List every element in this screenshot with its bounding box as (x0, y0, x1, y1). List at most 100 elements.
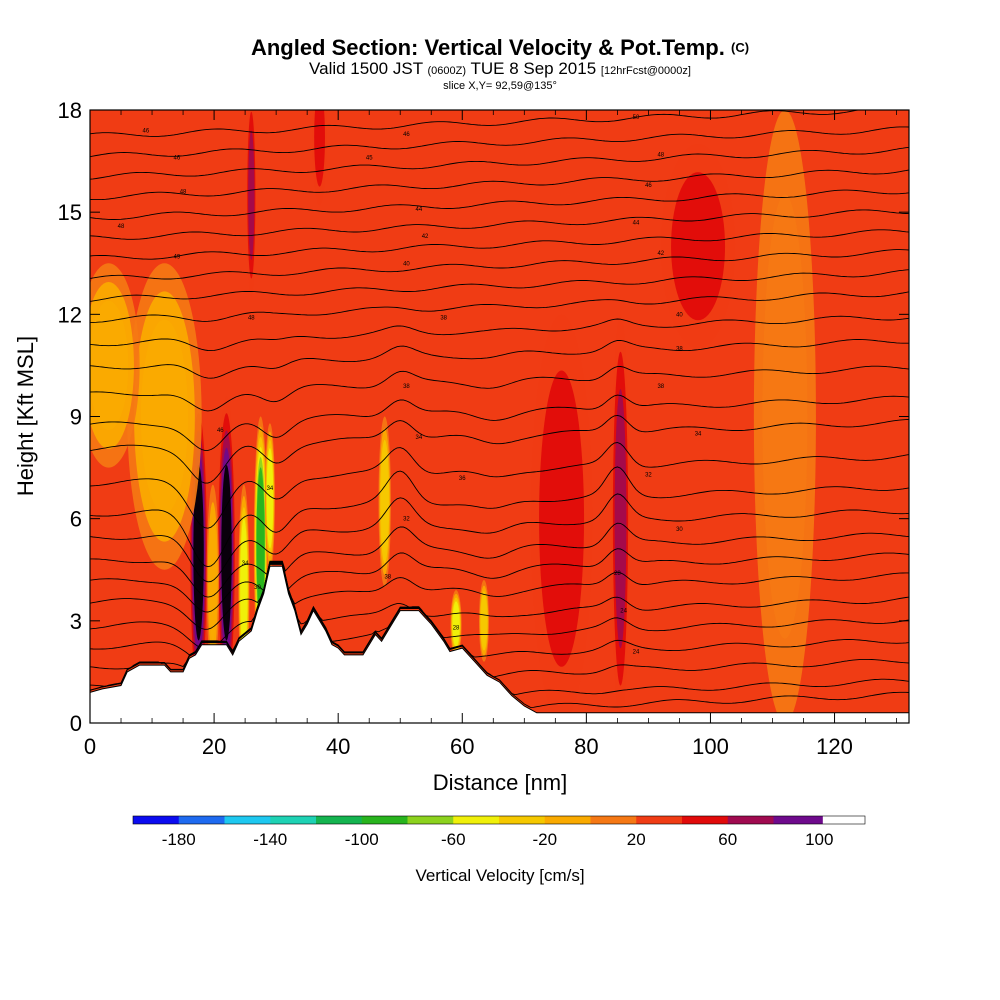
colorbar-swatch-1 (178, 816, 229, 824)
valid-utc: (0600Z) (427, 65, 467, 77)
isentrope-label-26: 42 (657, 251, 664, 257)
x-tick-label-5: 100 (692, 734, 729, 759)
chart-title-line: Angled Section: Vertical Velocity & Pot.… (0, 36, 1000, 60)
y-tick-label-0: 0 (70, 711, 82, 736)
velocity-contour-4-4 (240, 529, 247, 644)
colorbar-tick-label-6: 60 (718, 830, 737, 849)
velocity-contour-0-4 (193, 464, 204, 641)
isentrope-label-17: 45 (366, 156, 373, 162)
colorbar-swatch-5 (361, 816, 412, 824)
slice-info: slice X,Y= 92,59@135° (443, 80, 557, 92)
isentrope-line-19 (90, 249, 909, 280)
isentrope-label-6: 46 (217, 428, 224, 434)
isentrope-label-2: 48 (180, 190, 187, 196)
colorbar-swatch-8 (499, 816, 549, 824)
colorbar-tick-label-3: -60 (441, 830, 466, 849)
isentrope-label-29: 38 (657, 384, 664, 390)
isentrope-label-14: 38 (440, 316, 447, 322)
isentrope-label-22: 50 (633, 115, 640, 121)
isentrope-label-3: 48 (118, 224, 125, 230)
y-tick-label-5: 15 (58, 200, 82, 225)
velocity-contour-12-2 (90, 300, 129, 431)
colorbar-swatch-13 (727, 816, 778, 824)
isentrope-label-11: 38 (403, 384, 410, 390)
isentrope-label-32: 30 (676, 527, 683, 533)
isentrope-line-22 (90, 189, 909, 220)
isentrope-label-28: 38 (676, 346, 683, 352)
isentrope-line-14 (90, 365, 909, 412)
velocity-contour-5-4 (267, 456, 273, 541)
colorbar-swatch-3 (270, 816, 320, 824)
colorbar-tick-label-5: 20 (627, 830, 646, 849)
colorbar-swatch-2 (224, 816, 274, 824)
isentrope-line-25 (90, 126, 909, 158)
x-tick-label-1: 20 (202, 734, 226, 759)
isentrope-label-7: 34 (267, 486, 274, 492)
isentrope-line-4 (90, 562, 909, 656)
x-tick-label-2: 40 (326, 734, 350, 759)
chart-title: Angled Section: Vertical Velocity & Pot.… (250, 35, 725, 60)
x-tick-label-3: 60 (450, 734, 474, 759)
colorbar-swatch-6 (407, 816, 457, 824)
y-tick-label-4: 12 (58, 302, 82, 327)
isentrope-line-17 (90, 291, 909, 323)
isentrope-label-4: 49 (174, 254, 181, 260)
valid-date: TUE 8 Sep 2015 (470, 59, 597, 78)
y-axis-label: Height [Kft MSL] (13, 336, 38, 496)
isentrope-line-23 (90, 169, 909, 201)
velocity-contour-1-4 (221, 464, 232, 641)
isentrope-line-12 (90, 414, 909, 484)
velocity-contour-10-3 (481, 596, 487, 645)
colorbar-frame (132, 815, 866, 825)
colorbar-swatch-10 (590, 816, 640, 824)
chart-valid-line: Valid 1500 JST (0600Z) TUE 8 Sep 2015 [1… (0, 60, 1000, 80)
velocity-contour-6-2 (614, 389, 627, 649)
colorbar-tick-label-2: -100 (345, 830, 379, 849)
chart-title-block: Angled Section: Vertical Velocity & Pot.… (0, 36, 1000, 93)
velocity-contour-9-4 (452, 605, 460, 644)
x-axis-label: Distance [nm] (433, 770, 568, 795)
x-tick-label-4: 80 (574, 734, 598, 759)
isentrope-line-5 (90, 562, 909, 648)
isentrope-label-5: 48 (248, 316, 255, 322)
isentrope-label-15: 28 (453, 626, 460, 632)
isentrope-label-21: 36 (459, 476, 466, 482)
isentrope-label-13: 32 (403, 517, 410, 523)
colorbar-tick-label-1: -140 (253, 830, 287, 849)
isentrope-line-13 (90, 394, 909, 451)
colorbar-swatch-4 (316, 816, 366, 824)
isentrope-line-20 (90, 229, 909, 260)
isentrope-label-20: 40 (403, 261, 410, 267)
isentrope-label-10: 38 (384, 575, 391, 581)
isentrope-line-24 (90, 146, 909, 180)
terrain (90, 565, 909, 723)
isentrope-label-18: 44 (415, 207, 422, 213)
velocity-contour-3-6 (257, 477, 265, 615)
isentrope-label-27: 40 (676, 312, 683, 318)
colorbar-swatch-14 (773, 816, 823, 824)
velocity-contour-7-1 (539, 370, 585, 667)
isentrope-label-19: 42 (422, 234, 429, 240)
isentrope-label-16: 46 (403, 132, 410, 138)
isentrope-line-11 (90, 442, 909, 529)
y-tick-label-3: 9 (70, 405, 82, 430)
isentrope-line-6 (90, 561, 909, 630)
velocity-contour-15-1 (762, 194, 808, 639)
isentrope-label-8: 34 (242, 561, 249, 567)
velocity-contour-8-3 (381, 451, 389, 552)
isentrope-label-25: 44 (633, 220, 640, 226)
isentrope-line-21 (90, 209, 909, 240)
colorbar-swatch-9 (544, 816, 595, 824)
x-tick-label-0: 0 (84, 734, 96, 759)
velocity-contour-13-2 (248, 130, 255, 260)
isentrope-label-9: 30 (254, 585, 261, 591)
isentrope-label-31: 32 (645, 472, 652, 478)
isentrope-label-12: 34 (415, 435, 422, 441)
colorbar-tick-label-4: -20 (532, 830, 557, 849)
plot-area: 46 46 48 48 49 48 46 34 34 30 38 38 34 32 38 28 46 45 44 42… (90, 110, 909, 723)
colorbar-tick-label-7: 100 (805, 830, 833, 849)
isentrope-label-1: 46 (174, 156, 181, 162)
valid-time: Valid 1500 JST (309, 59, 423, 78)
